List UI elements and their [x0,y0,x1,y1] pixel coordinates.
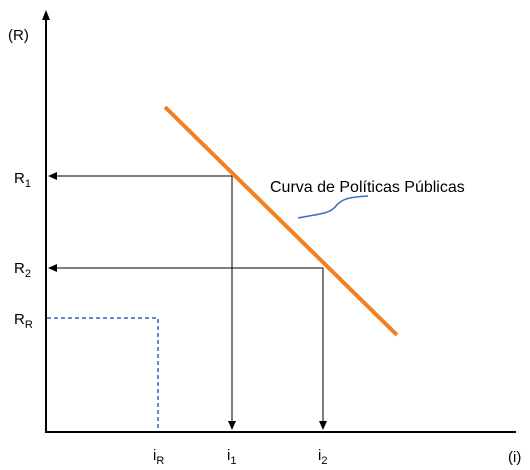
label-i2: i2 [318,447,327,467]
y-axis-label: (R) [8,27,29,44]
label-sub: 2 [321,455,327,467]
label-base: R [14,260,25,277]
label-base: i [318,447,321,464]
label-base: i [227,447,230,464]
arrow-i1 [228,421,236,430]
curve-label: Curva de Políticas Públicas [270,179,465,196]
label-base: i [153,447,156,464]
label-sub: R [156,455,164,467]
curve-label-pointer [297,195,369,219]
label-sub: 1 [25,178,31,190]
label-base: R [14,311,25,328]
guide-rr [47,317,159,431]
label-ir: iR [153,447,164,467]
arrow-i2 [319,421,327,430]
label-i1: i1 [227,447,236,467]
label-sub: 2 [25,268,31,280]
x-axis-label: (i) [508,449,521,466]
label-base: R [14,170,25,187]
label-r2: R2 [14,260,31,280]
arrow-r1 [48,172,57,180]
label-sub: 1 [230,455,236,467]
label-r1: R1 [14,170,31,190]
arrow-r2 [48,264,57,272]
label-rr: RR [14,311,33,331]
policy-curve [163,105,399,337]
label-sub: R [25,319,33,331]
y-axis-arrow [42,10,50,20]
